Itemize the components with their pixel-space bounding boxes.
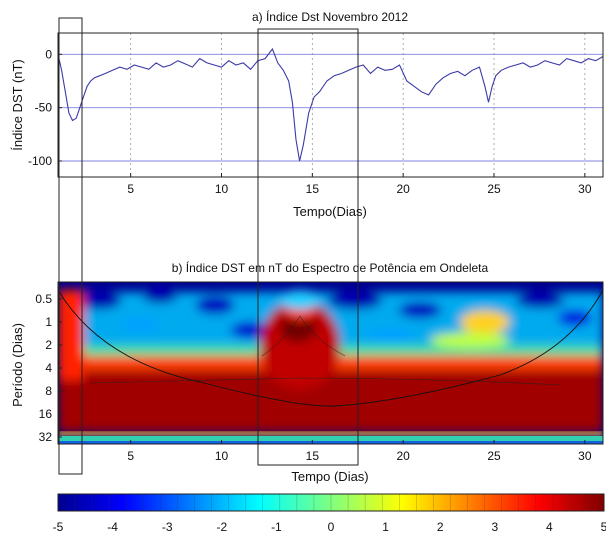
chart-a-frame — [57, 32, 604, 178]
x-tick-label: 15 — [306, 182, 320, 196]
chart-b-frame — [57, 281, 604, 445]
colorbar-frame — [57, 493, 605, 512]
y-tick-label: 32 — [39, 430, 53, 444]
colorbar-tick-label: -4 — [107, 520, 118, 534]
chart-b-x-ticks: 5 10 15 20 25 30 — [127, 440, 592, 463]
chart-a-title: a) Índice Dst Novembro 2012 — [252, 9, 408, 24]
chart-a-gridlines — [130, 33, 586, 177]
y-tick-label: 16 — [39, 407, 53, 421]
colorbar-ticks: -5 -4 -3 -2 -1 0 1 2 3 4 5 — [53, 520, 606, 534]
y-tick-label: -100 — [28, 154, 52, 168]
chart-a-xlabel: Tempo(Dias) — [293, 204, 367, 219]
x-tick-label: 30 — [578, 182, 592, 196]
chart-a-reference-lines — [58, 53, 603, 162]
cone-of-influence — [58, 289, 603, 407]
x-tick-label: 10 — [215, 182, 229, 196]
colorbar-tick-label: -5 — [53, 520, 64, 534]
y-tick-label: -50 — [35, 101, 53, 115]
x-tick-label: 10 — [215, 449, 229, 463]
x-tick-label: 25 — [487, 449, 501, 463]
x-tick-label: 30 — [578, 449, 592, 463]
x-tick-label: 20 — [396, 182, 410, 196]
colorbar-tick-label: 5 — [601, 520, 606, 534]
chart-b-ylabel: Período (Dias) — [10, 323, 25, 407]
chart-a-ylabel: Índice DST (nT) — [10, 59, 25, 151]
x-tick-label: 15 — [306, 449, 320, 463]
colorbar-tick-label: 3 — [491, 520, 498, 534]
x-tick-label: 5 — [127, 182, 134, 196]
chart-a-y-ticks: 0 -50 -100 — [28, 47, 62, 168]
chart-b-xlabel: Tempo (Dias) — [291, 469, 368, 484]
colorbar-tick-label: 4 — [546, 520, 553, 534]
y-tick-label: 8 — [45, 384, 52, 398]
y-tick-label: 0.5 — [35, 292, 52, 306]
colorbar-tick-label: -3 — [162, 520, 173, 534]
x-tick-label: 20 — [396, 449, 410, 463]
colorbar-tick-label: -2 — [216, 520, 227, 534]
y-tick-label: 1 — [45, 315, 52, 329]
colorbar-segments — [74, 494, 588, 511]
chart-b-heatmap — [58, 282, 603, 444]
chart-a-dst-line — [57, 47, 604, 162]
y-tick-label: 2 — [45, 338, 52, 352]
chart-b-y-ticks: 0.5 1 2 4 8 16 32 — [35, 292, 62, 444]
chart-b-title: b) Índice DST em nT do Espectro de Potên… — [172, 260, 489, 275]
colorbar-tick-label: 1 — [382, 520, 389, 534]
colorbar-tick-label: -1 — [271, 520, 282, 534]
highlight-box-main-storm — [257, 28, 359, 466]
x-tick-label: 5 — [127, 449, 134, 463]
colorbar-tick-label: 2 — [437, 520, 444, 534]
highlight-box-early-storm — [58, 17, 83, 475]
chart-a-x-ticks: 5 10 15 20 25 30 — [127, 173, 592, 196]
y-tick-label: 4 — [45, 361, 52, 375]
y-tick-label: 0 — [45, 47, 52, 61]
colorbar-tick-label: 0 — [328, 520, 335, 534]
x-tick-label: 25 — [487, 182, 501, 196]
